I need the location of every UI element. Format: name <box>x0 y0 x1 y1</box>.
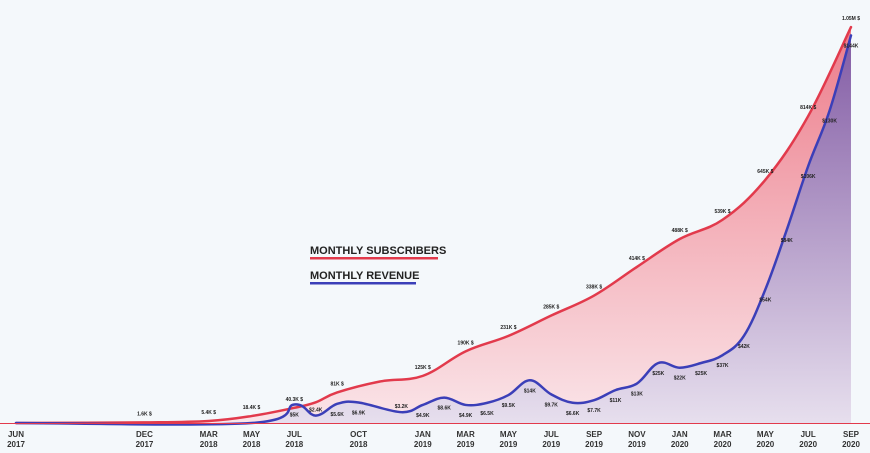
data-label: $4.9K <box>459 413 473 419</box>
x-tick-year: 2020 <box>756 440 774 449</box>
data-label: $13K <box>631 392 643 398</box>
data-label: $4.9K <box>416 413 430 419</box>
x-tick-year: 2018 <box>350 440 368 449</box>
data-label: $7.7K <box>587 408 601 414</box>
x-tick-year: 2019 <box>414 440 432 449</box>
data-label: 231K $ <box>500 325 516 331</box>
data-label: 488K $ <box>672 228 688 234</box>
data-label: $14K <box>524 388 536 394</box>
legend-label: MONTHLY SUBSCRIBERS <box>310 245 446 257</box>
series-area-revenue <box>16 35 851 425</box>
x-tick-month: SEP <box>843 430 860 439</box>
x-tick-month: OCT <box>350 430 367 439</box>
x-tick-year: 2020 <box>842 440 860 449</box>
x-tick-month: JUL <box>801 430 816 439</box>
data-label: 814K $ <box>800 105 816 111</box>
data-label: $6.9K <box>352 410 366 416</box>
x-tick-year: 2017 <box>136 440 154 449</box>
data-label: $22K <box>674 376 686 382</box>
data-label: $54K <box>759 297 771 303</box>
data-label: $25K <box>652 371 664 377</box>
data-label: 18.4K $ <box>243 405 261 411</box>
x-tick-year: 2020 <box>671 440 689 449</box>
x-tick-month: SEP <box>586 430 603 439</box>
x-tick-month: JUN <box>8 430 24 439</box>
data-label: $106K <box>801 174 816 180</box>
data-label: $5.6K <box>330 412 344 418</box>
data-label: $130K <box>822 119 837 125</box>
x-tick-month: MAY <box>500 430 518 439</box>
x-tick-year: 2019 <box>457 440 475 449</box>
x-tick-month: JAN <box>415 430 431 439</box>
data-label: 1.6K $ <box>137 411 152 417</box>
x-tick-year: 2019 <box>500 440 518 449</box>
series-line-subscribers <box>14 25 853 425</box>
data-label: 414K $ <box>629 256 645 262</box>
legend-swatch <box>310 282 416 285</box>
data-label: 285K $ <box>543 305 559 311</box>
data-label: $6.6K <box>566 411 580 417</box>
x-tick-month: MAY <box>243 430 261 439</box>
data-label: $9.7K <box>545 402 559 408</box>
x-tick-month: JUL <box>544 430 559 439</box>
data-label: $42K <box>738 344 750 350</box>
x-tick-month: JUL <box>287 430 302 439</box>
data-label: 645K $ <box>757 169 773 175</box>
x-tick-month: NOV <box>628 430 646 439</box>
data-label: $6.5K <box>480 411 494 417</box>
data-label: $144K <box>844 43 859 49</box>
x-tick-year: 2017 <box>7 440 25 449</box>
x-tick-month: MAY <box>757 430 775 439</box>
data-label: $9.5K <box>502 403 516 409</box>
x-tick-month: MAR <box>200 430 218 439</box>
data-label: $11K <box>610 398 622 404</box>
x-tick-year: 2018 <box>200 440 218 449</box>
data-label: 539K $ <box>714 209 730 215</box>
data-label: 40.3K $ <box>286 397 304 403</box>
legend-swatch <box>310 257 438 260</box>
x-tick-month: DEC <box>136 430 153 439</box>
x-tick-year: 2020 <box>799 440 817 449</box>
data-label: 125K $ <box>415 365 431 371</box>
data-label: 190K $ <box>458 340 474 346</box>
series-line-revenue <box>14 34 853 426</box>
data-label: $37K <box>717 363 729 369</box>
x-tick-month: JAN <box>672 430 688 439</box>
data-label: $84K <box>781 238 793 244</box>
x-tick-month: MAR <box>713 430 731 439</box>
x-tick-year: 2020 <box>714 440 732 449</box>
data-label: 81K $ <box>330 381 344 387</box>
data-label: 338K $ <box>586 285 602 291</box>
data-label: 5.4K $ <box>201 410 216 416</box>
x-tick-year: 2018 <box>243 440 261 449</box>
legend-label: MONTHLY REVENUE <box>310 270 419 282</box>
data-label: $8.6K <box>438 406 452 412</box>
x-tick-year: 2018 <box>285 440 303 449</box>
data-label: $25K <box>695 371 707 377</box>
data-label: 1.05M $ <box>842 16 860 22</box>
data-label: $5K <box>290 413 300 419</box>
data-label: $3.2K <box>395 404 409 410</box>
x-tick-month: MAR <box>457 430 475 439</box>
x-tick-year: 2019 <box>628 440 646 449</box>
series-area-subscribers <box>16 27 851 423</box>
x-tick-year: 2019 <box>585 440 603 449</box>
data-label: $2.4K <box>309 408 323 414</box>
x-tick-year: 2019 <box>542 440 560 449</box>
